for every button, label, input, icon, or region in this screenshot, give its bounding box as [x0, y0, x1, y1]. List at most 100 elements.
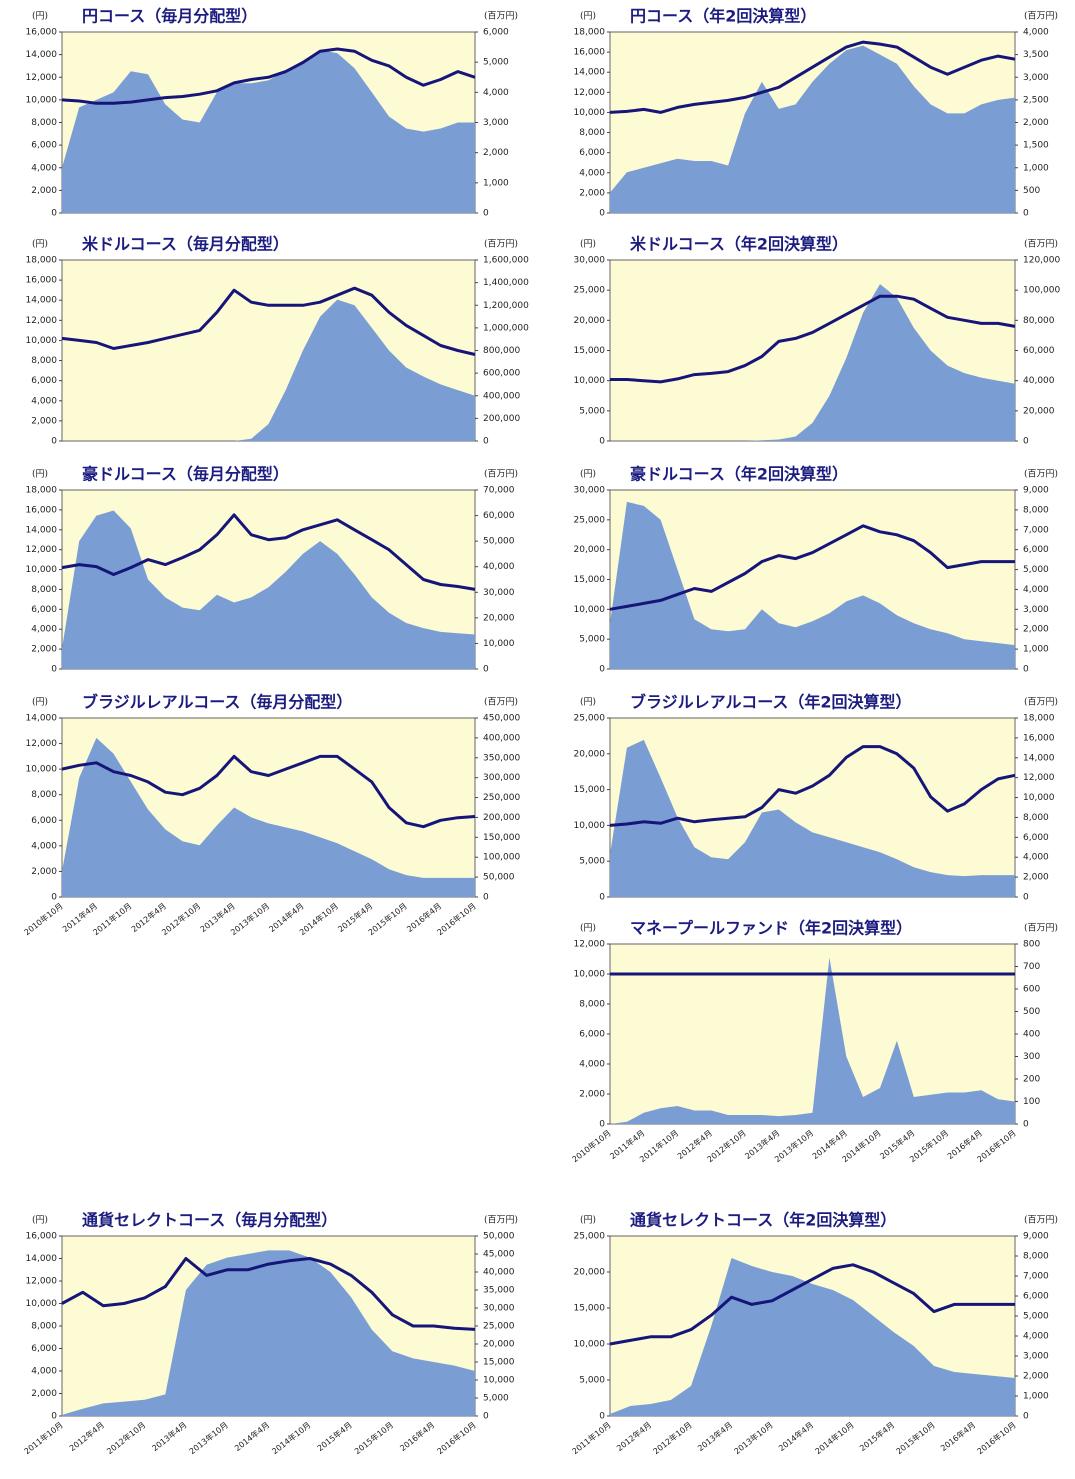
y2-tick-label: 8,000 — [1023, 505, 1049, 515]
y2-tick-label: 25,000 — [483, 1322, 515, 1332]
y-tick-label: 4,000 — [31, 1367, 57, 1377]
y2-tick-label: 200,000 — [483, 414, 520, 424]
y-tick-label: 8,000 — [31, 790, 57, 800]
y2-tick-label: 3,000 — [1023, 605, 1049, 615]
y-axis-label: (円) — [580, 697, 596, 708]
y2-tick-label: 12,000 — [1023, 773, 1055, 783]
x-tick-label: 2014年10月 — [813, 1420, 856, 1457]
y2-tick-label: 6,000 — [483, 28, 509, 38]
y-tick-label: 2,000 — [579, 188, 605, 198]
y2-tick-label: 0 — [1023, 1412, 1029, 1422]
y-tick-label: 4,000 — [579, 168, 605, 178]
x-tick-label: 2016年10月 — [435, 1420, 478, 1457]
y2-tick-label: 18,000 — [1023, 714, 1055, 724]
x-tick-label: 2014年4月 — [776, 1420, 815, 1453]
y2-tick-label: 3,500 — [1023, 50, 1049, 60]
y2-tick-label: 2,000 — [1023, 625, 1049, 635]
y-tick-label: 25,000 — [574, 1232, 606, 1242]
x-tick-label: 2012年10月 — [651, 1420, 694, 1457]
x-tick-label: 2016年4月 — [938, 1420, 977, 1453]
y2-tick-label: 10,000 — [1023, 793, 1055, 803]
y-tick-label: 6,000 — [31, 141, 57, 151]
asset-area — [62, 1250, 475, 1416]
y2-tick-label: 800 — [1023, 940, 1040, 950]
chart-title: 米ドルコース（年2回決算型） — [630, 235, 848, 254]
y2-tick-label: 30,000 — [483, 1304, 515, 1314]
y-tick-label: 16,000 — [26, 1232, 58, 1242]
x-tick-label: 2010年10月 — [22, 901, 65, 938]
y-axis-label: (円) — [32, 239, 48, 250]
y2-axis-label: (百万円) — [1024, 1215, 1058, 1226]
y2-tick-label: 10,000 — [483, 1376, 515, 1386]
y2-tick-label: 2,000 — [1023, 118, 1049, 128]
y-tick-label: 8,000 — [31, 1322, 57, 1332]
y2-tick-label: 800,000 — [483, 346, 520, 356]
y-tick-label: 2,000 — [579, 1090, 605, 1100]
y2-tick-label: 0 — [1023, 209, 1029, 219]
chart-title: ブラジルレアルコース（毎月分配型） — [82, 693, 352, 712]
x-tick-label: 2012年10月 — [105, 1420, 148, 1457]
y-tick-label: 15,000 — [574, 785, 606, 795]
y-tick-label: 5,000 — [579, 635, 605, 645]
y-tick-label: 16,000 — [26, 28, 58, 38]
y2-tick-label: 0 — [483, 665, 489, 675]
y-axis-label: (円) — [32, 11, 48, 22]
y2-tick-label: 30,000 — [483, 588, 515, 598]
y2-axis-label: (百万円) — [484, 239, 518, 250]
y-tick-label: 30,000 — [574, 256, 606, 266]
y2-tick-label: 300 — [1023, 1052, 1040, 1062]
x-tick-label: 2015年10月 — [894, 1420, 937, 1457]
y-tick-label: 2,000 — [31, 416, 57, 426]
y-tick-label: 5,000 — [579, 857, 605, 867]
y2-tick-label: 500 — [1023, 186, 1040, 196]
y-tick-label: 0 — [51, 893, 57, 903]
y2-tick-label: 500 — [1023, 1007, 1040, 1017]
y-tick-label: 4,000 — [31, 625, 57, 635]
asset-area — [610, 284, 1015, 441]
y-tick-label: 12,000 — [26, 73, 58, 83]
y-tick-label: 8,000 — [31, 356, 57, 366]
y2-tick-label: 9,000 — [1023, 486, 1049, 496]
y-tick-label: 20,000 — [574, 545, 606, 555]
y-tick-label: 0 — [51, 209, 57, 219]
y2-axis-label: (百万円) — [1024, 11, 1058, 22]
x-tick-label: 2015年10月 — [352, 1420, 395, 1457]
y2-tick-label: 6,000 — [1023, 833, 1049, 843]
x-tick-label: 2013年10月 — [187, 1420, 230, 1457]
y2-axis-label: (百万円) — [484, 469, 518, 480]
y-tick-label: 10,000 — [574, 821, 606, 831]
y-tick-label: 30,000 — [574, 486, 606, 496]
y-tick-label: 6,000 — [31, 376, 57, 386]
chart-title: 円コース（毎月分配型） — [82, 7, 257, 26]
y2-axis-label: (百万円) — [484, 697, 518, 708]
x-tick-label: 2015年4月 — [315, 1420, 354, 1453]
y2-tick-label: 50,000 — [483, 537, 515, 547]
y-tick-label: 14,000 — [26, 50, 58, 60]
y2-tick-label: 2,000 — [483, 148, 509, 158]
y-tick-label: 10,000 — [574, 1340, 606, 1350]
y2-axis-label: (百万円) — [484, 11, 518, 22]
nav-line — [609, 524, 1015, 611]
asset-area — [610, 1258, 1015, 1416]
y2-tick-label: 16,000 — [1023, 733, 1055, 743]
y2-tick-label: 35,000 — [483, 1286, 515, 1296]
y2-tick-label: 4,000 — [1023, 585, 1049, 595]
y-axis-label: (円) — [580, 11, 596, 22]
nav-line — [61, 513, 476, 591]
y-tick-label: 20,000 — [574, 749, 606, 759]
y2-tick-label: 45,000 — [483, 1250, 515, 1260]
y2-tick-label: 1,000 — [483, 178, 509, 188]
y2-tick-label: 8,000 — [1023, 813, 1049, 823]
y2-tick-label: 70,000 — [483, 486, 515, 496]
y-tick-label: 5,000 — [579, 406, 605, 416]
y2-tick-label: 1,400,000 — [483, 278, 529, 288]
y-tick-label: 10,000 — [26, 336, 58, 346]
y2-axis-label: (百万円) — [1024, 697, 1058, 708]
y2-tick-label: 4,000 — [483, 88, 509, 98]
y-tick-label: 12,000 — [574, 940, 606, 950]
y2-tick-label: 1,000 — [1023, 163, 1049, 173]
y-tick-label: 25,000 — [574, 515, 606, 525]
chart-title: 豪ドルコース（年2回決算型） — [630, 465, 848, 484]
x-tick-label: 2014年4月 — [232, 1420, 271, 1453]
x-tick-label: 2014年10月 — [270, 1420, 313, 1457]
